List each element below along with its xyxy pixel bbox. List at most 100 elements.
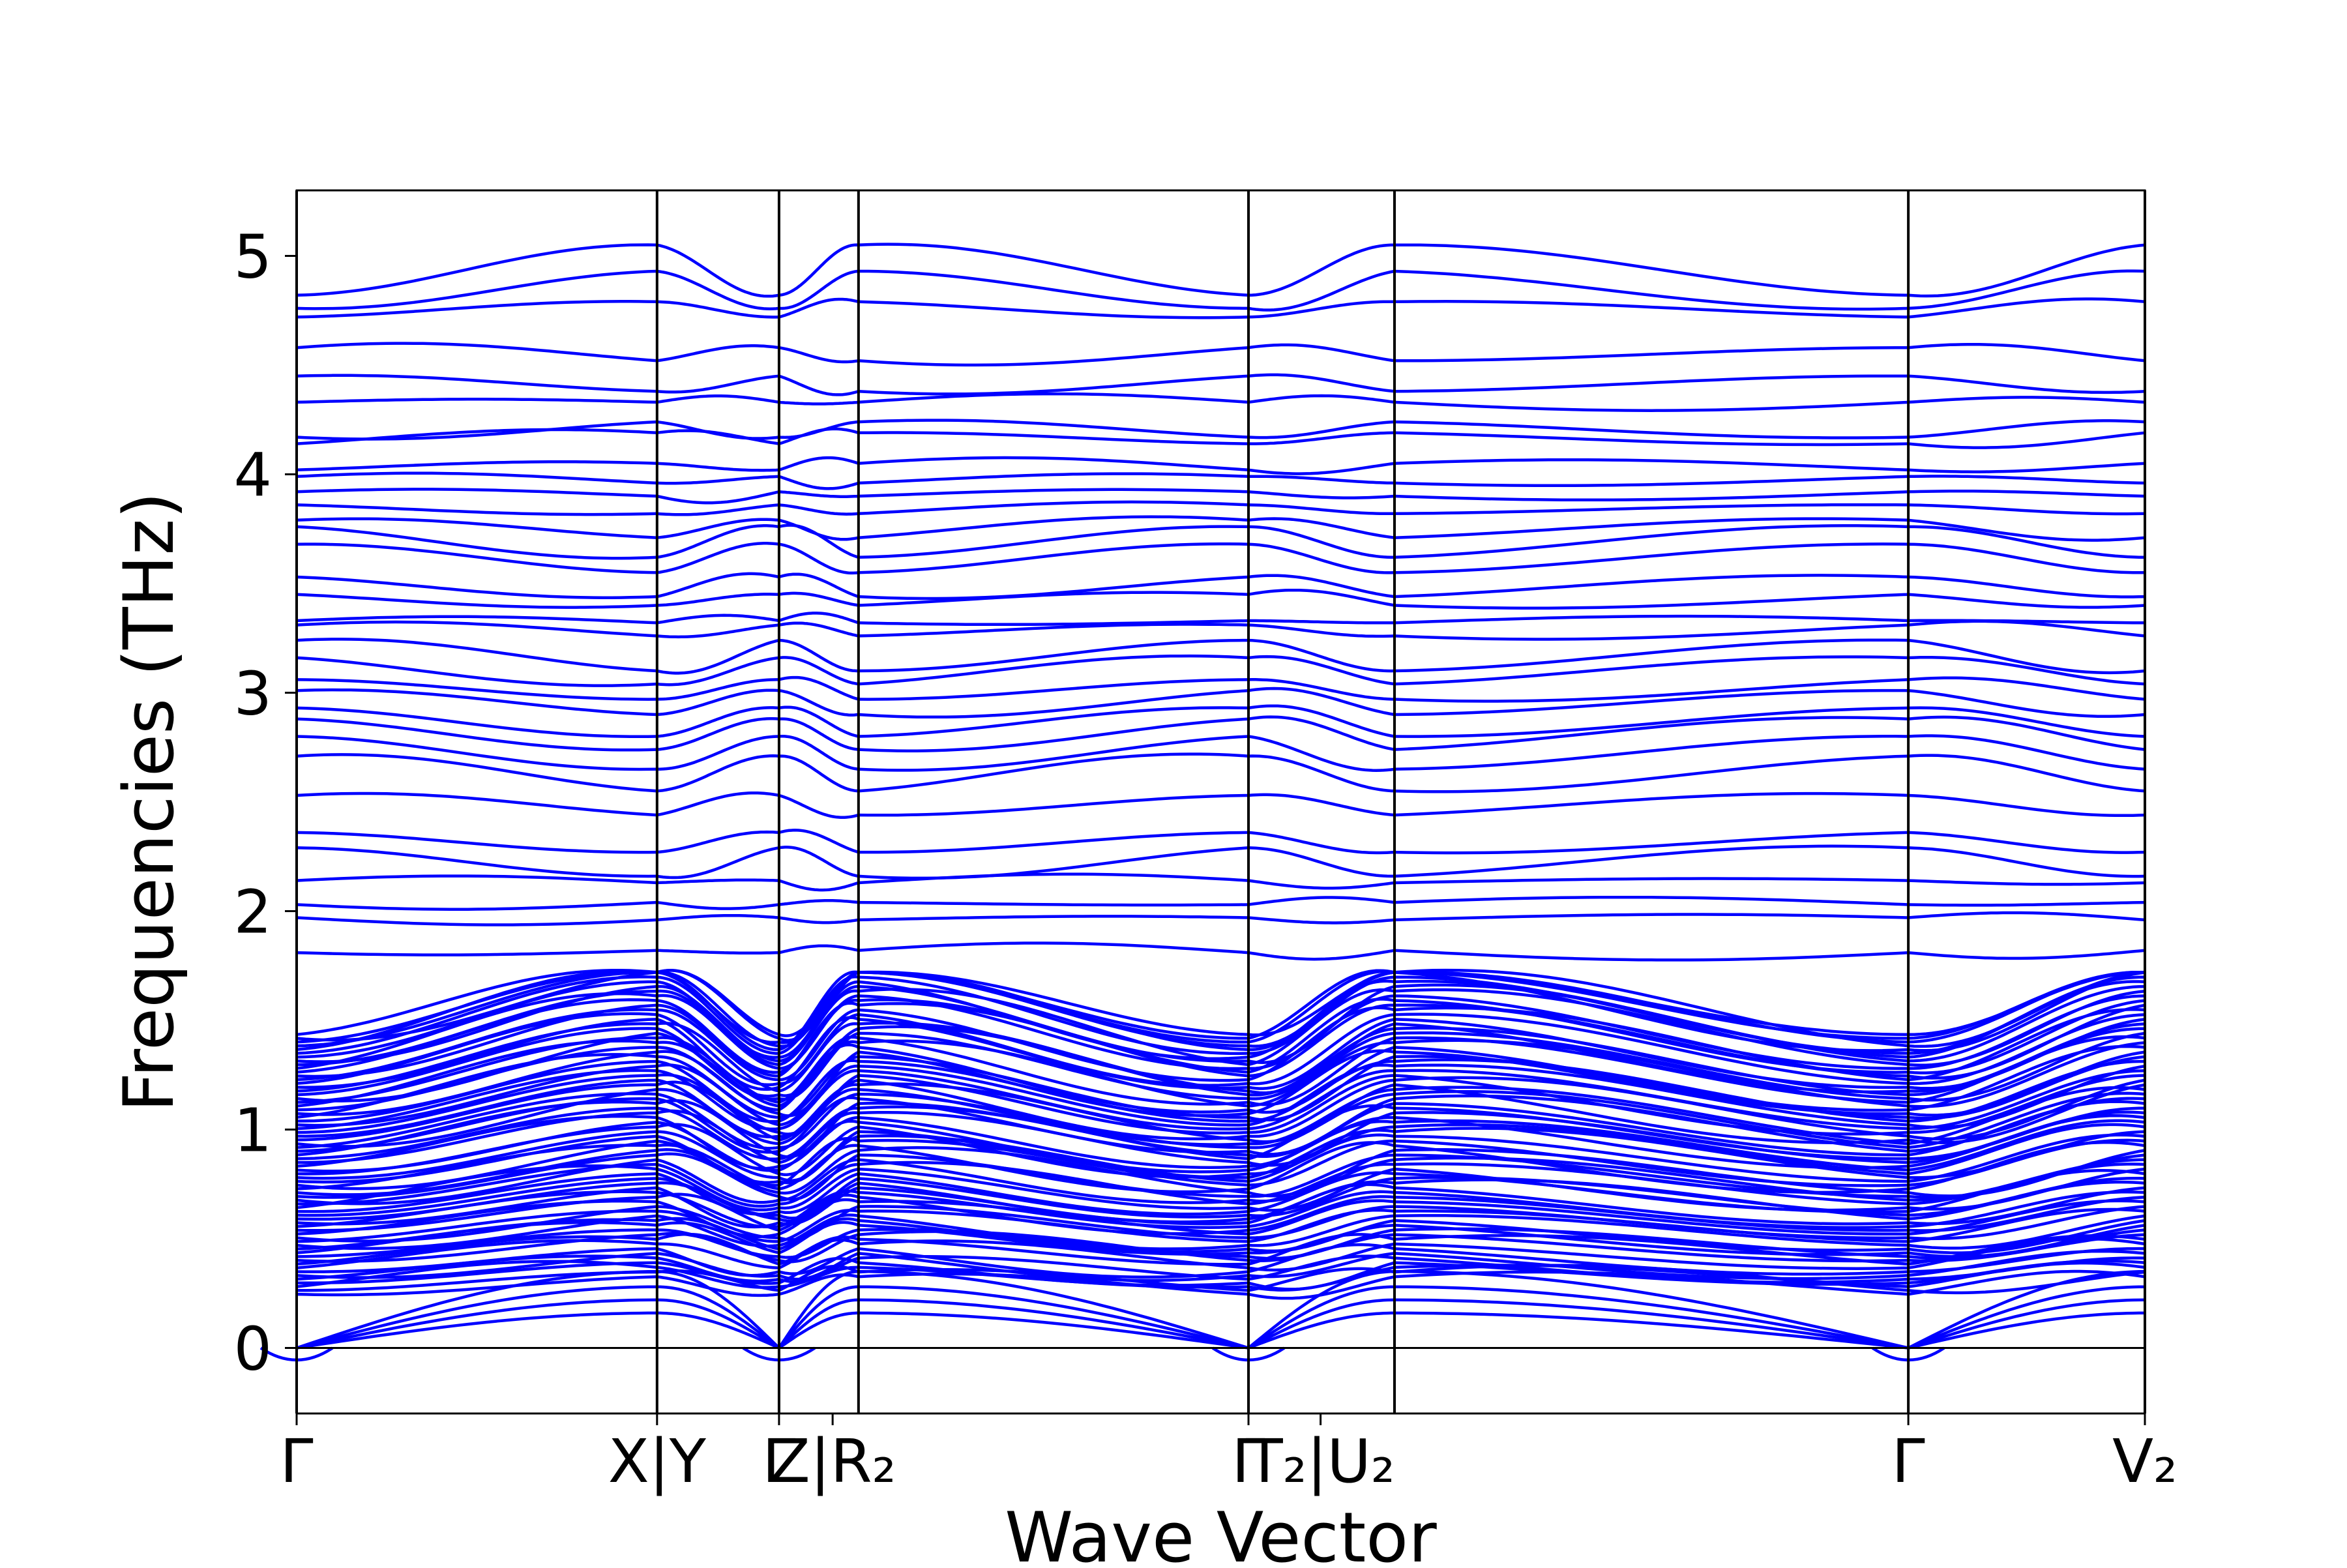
band-branch [778, 735, 859, 771]
band-branch [1908, 971, 2146, 1048]
band-branch [858, 654, 1249, 686]
band-branch [1908, 269, 2146, 310]
bands-layer [259, 243, 2146, 1362]
band-branch [657, 1013, 780, 1087]
band-branch [778, 490, 859, 498]
xtick-label: Γ [1891, 1427, 1925, 1496]
band-branch [1394, 1069, 1909, 1131]
band-branch [858, 975, 1249, 1056]
band-branch [1908, 1041, 2146, 1108]
band-branch [858, 1031, 1249, 1101]
band-branch [657, 243, 780, 298]
band-branch [1908, 1219, 2146, 1254]
band-branch [1394, 1242, 1909, 1270]
band-branch [296, 460, 657, 472]
band-branch [1908, 297, 2146, 319]
band-branch [657, 1256, 780, 1283]
band-branch [296, 374, 657, 393]
band-branch [1248, 431, 1395, 445]
band-branch [657, 1116, 780, 1170]
band-branch [657, 1242, 779, 1269]
band-branch [657, 1080, 780, 1142]
band-branch [296, 1186, 657, 1226]
band-branch [1908, 1050, 2146, 1117]
band-branch [778, 1177, 859, 1220]
band-branch [858, 472, 1249, 485]
band-branch [858, 269, 1249, 310]
band-branch [1394, 1148, 1909, 1194]
band-branch [657, 462, 779, 472]
band-branch [1394, 678, 1909, 703]
band-branch [296, 1260, 658, 1288]
band-branch [1394, 1116, 1909, 1170]
band-branch [296, 1252, 657, 1279]
band-branch [296, 1106, 657, 1161]
band-branch [1908, 971, 2146, 1037]
band-branch [1394, 1106, 1909, 1161]
band-branch [657, 1162, 780, 1208]
band-branch [778, 846, 859, 878]
band-branch [296, 874, 657, 885]
band-branch [1394, 517, 1909, 539]
band-branch [657, 994, 780, 1070]
band-branch [1248, 1125, 1395, 1176]
band-branch [858, 575, 1249, 600]
band-branch [778, 524, 859, 559]
band-branch [778, 400, 859, 406]
band-branch [296, 1064, 657, 1127]
band-branch [657, 638, 780, 675]
band-branch [1908, 984, 2146, 1063]
band-branch [657, 524, 780, 559]
band-branch [296, 1003, 657, 1078]
band-branch [657, 1247, 780, 1277]
band-branch [778, 1233, 859, 1264]
band-branch [1908, 431, 2146, 449]
band-branch [778, 1256, 859, 1284]
band-branch [1248, 735, 1395, 772]
band-branch [778, 1149, 859, 1195]
band-branch [858, 970, 1249, 1037]
band-branch [657, 614, 780, 625]
acoustic-branch [778, 1270, 859, 1349]
band-branch [778, 243, 859, 297]
band-branch [296, 846, 657, 878]
band-branch [657, 623, 780, 639]
band-branch [657, 949, 779, 955]
acoustic-branch [1247, 1270, 1395, 1350]
band-branch [1908, 1186, 2146, 1226]
plot-frame [295, 189, 2146, 1415]
band-branch [296, 1205, 658, 1243]
band-branch [296, 1228, 657, 1258]
band-branch [657, 846, 780, 880]
acoustic-branch [778, 1285, 859, 1349]
band-branch [778, 916, 859, 925]
band-branch [657, 1214, 780, 1248]
band-branch [778, 1008, 859, 1082]
band-branch [858, 456, 1249, 472]
band-branch [1908, 846, 2146, 878]
acoustic-branch [858, 1311, 1249, 1350]
band-branch [296, 688, 657, 717]
band-branch [657, 1097, 780, 1154]
band-branch [858, 1214, 1249, 1250]
band-branch [657, 1172, 780, 1216]
band-branch [778, 1209, 859, 1243]
band-branch [296, 984, 657, 1063]
band-branch [1394, 1102, 1909, 1157]
band-branch [778, 1137, 859, 1187]
band-branch [778, 591, 859, 607]
band-branch [1248, 1018, 1395, 1090]
band-branch [778, 1116, 859, 1168]
acoustic-branch [858, 1285, 1249, 1350]
band-branch [1248, 269, 1395, 312]
band-branch [778, 612, 859, 625]
band-branch [1394, 1134, 1909, 1183]
band-branch [1248, 969, 1395, 1040]
band-branch [1394, 614, 1909, 625]
acoustic-branch [1395, 1311, 1909, 1350]
band-branch [296, 971, 658, 1042]
band-branch [1394, 431, 1909, 447]
band-branch [1248, 1214, 1395, 1247]
acoustic-branch [1908, 1298, 2146, 1350]
band-branch [1248, 1167, 1395, 1212]
